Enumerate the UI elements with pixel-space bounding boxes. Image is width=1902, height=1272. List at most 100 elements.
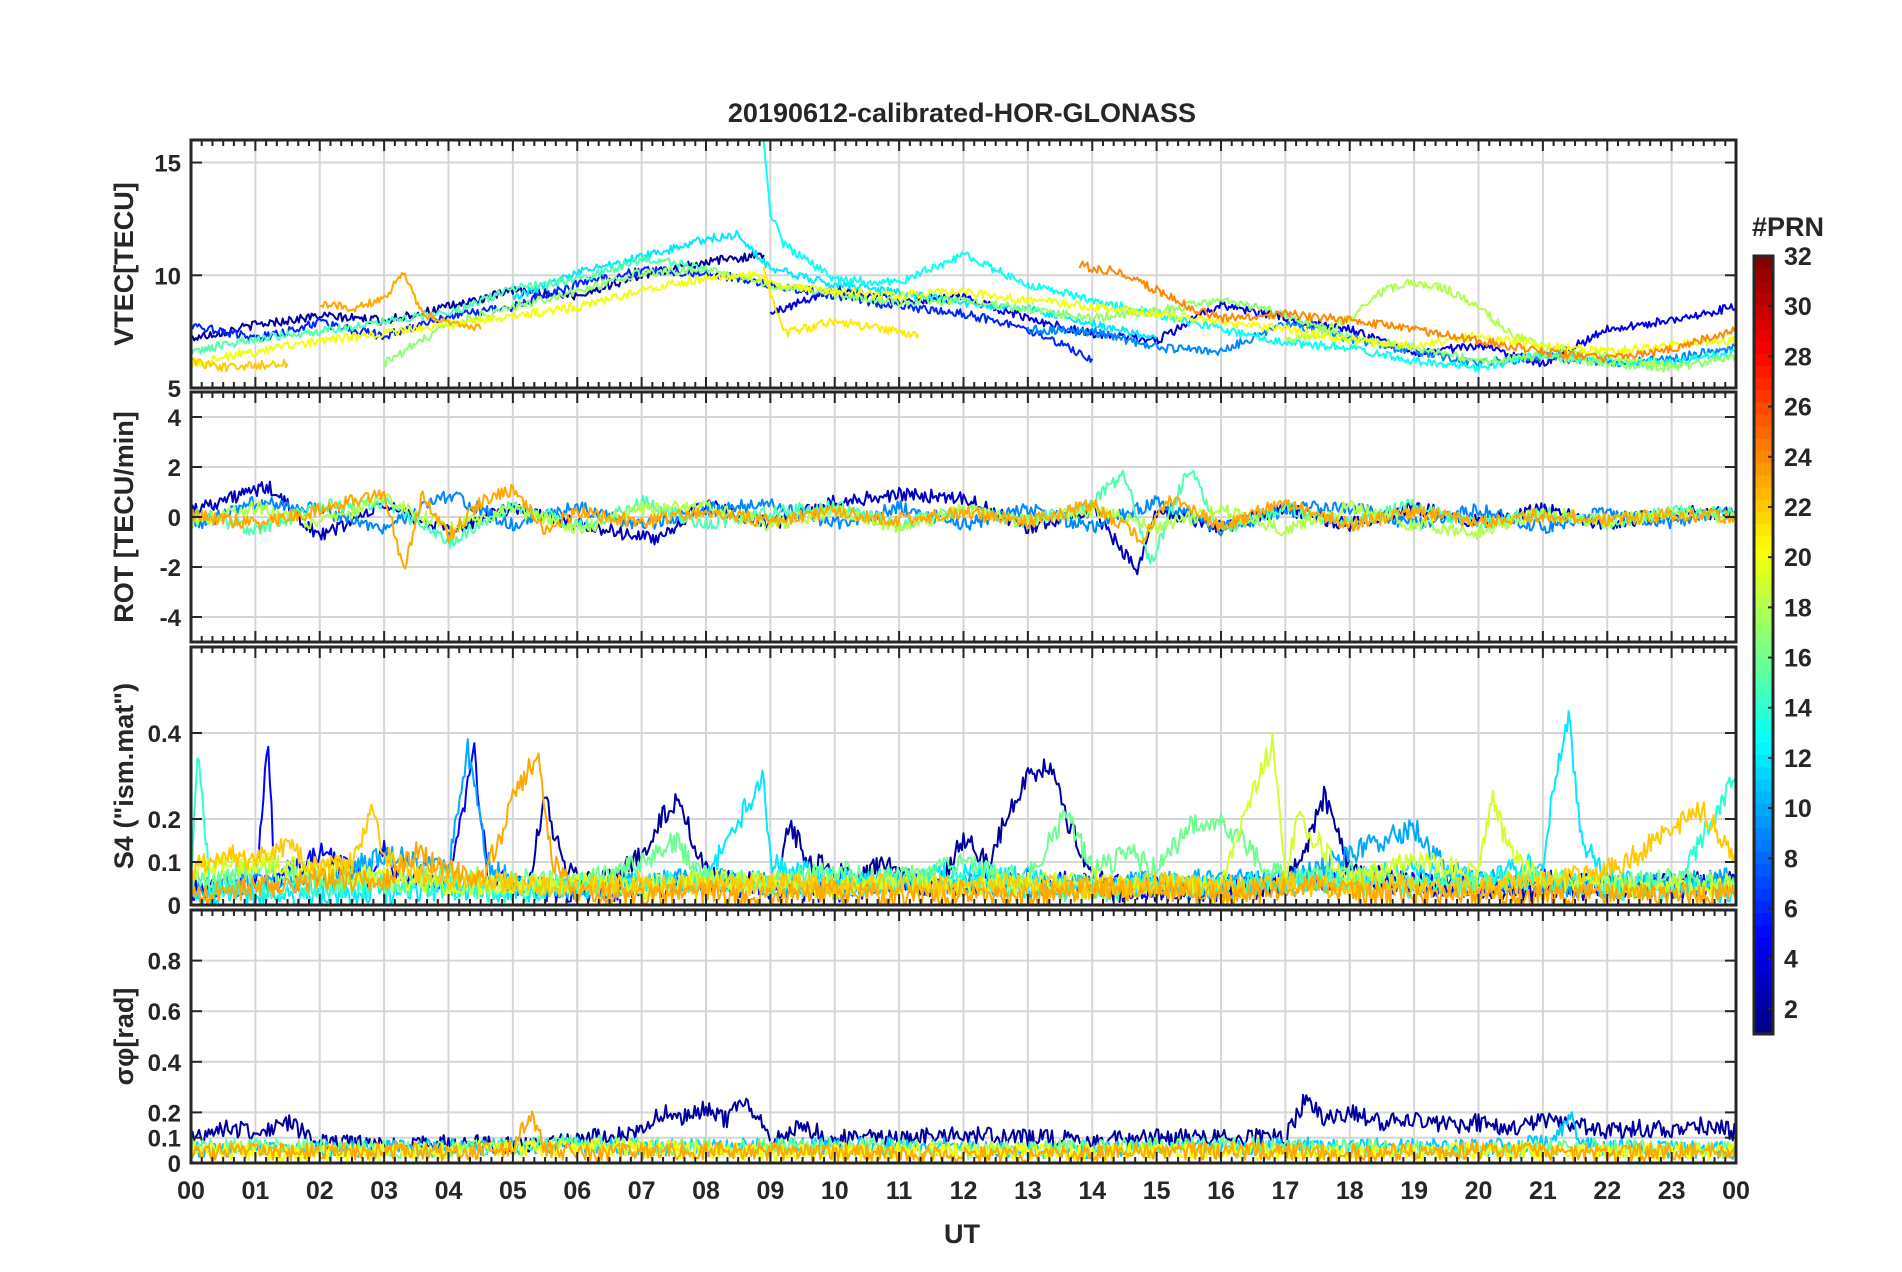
series-group xyxy=(191,141,1736,373)
y-tick-label: -4 xyxy=(160,605,182,632)
colorbar-tick-label: 16 xyxy=(1784,645,1812,673)
x-tick-label: 18 xyxy=(1336,1177,1364,1205)
colorbar-segment xyxy=(1754,547,1773,561)
colorbar-tick-label: 2 xyxy=(1784,996,1798,1024)
colorbar-segment xyxy=(1754,523,1773,537)
y-axis-label: σφ[rad] xyxy=(109,988,139,1086)
y-axis-label: S4 ("ism.mat") xyxy=(109,683,139,869)
colorbar-segment xyxy=(1754,268,1773,281)
colorbar-segment xyxy=(1754,997,1773,1011)
colorbar-segment xyxy=(1754,620,1773,634)
x-tick-label: 03 xyxy=(370,1177,398,1205)
y-tick-label: 0.4 xyxy=(148,721,182,748)
colorbar-tick-label: 22 xyxy=(1784,494,1812,522)
colorbar-segment xyxy=(1754,924,1773,938)
colorbar-segment xyxy=(1754,985,1773,999)
colorbar-segment xyxy=(1754,414,1773,427)
y-tick-label: 15 xyxy=(154,151,181,178)
series-line-prn-22 xyxy=(191,356,289,373)
x-tick-label: 17 xyxy=(1271,1177,1299,1205)
colorbar-segment xyxy=(1754,669,1773,683)
colorbar-segment xyxy=(1754,1021,1773,1035)
y-tick-label: 0 xyxy=(168,505,181,532)
colorbar-segment xyxy=(1754,948,1773,962)
colorbar-tick-label: 12 xyxy=(1784,745,1812,773)
x-tick-label: 02 xyxy=(306,1177,334,1205)
x-tick-label: 04 xyxy=(435,1177,463,1205)
y-tick-label: 0 xyxy=(168,1151,181,1178)
x-tick-label: 07 xyxy=(628,1177,656,1205)
colorbar-segment xyxy=(1754,584,1773,597)
x-tick-label: 11 xyxy=(886,1177,913,1205)
colorbar-tick-label: 4 xyxy=(1784,946,1798,974)
colorbar-segment xyxy=(1754,851,1773,865)
y-tick-label: -2 xyxy=(160,555,181,582)
series-group xyxy=(191,469,1736,576)
panel-vtec: 5 10 15 VTEC[TECU] xyxy=(109,138,1738,403)
colorbar-segment xyxy=(1754,316,1773,330)
colorbar-segment xyxy=(1754,438,1773,452)
series-line-prn-4 xyxy=(769,285,1736,368)
colorbar-tick-label: 6 xyxy=(1784,896,1798,924)
y-tick-label: 0.1 xyxy=(148,850,181,877)
panel-s4: 0 0.1 0.2 0.4 S4 ("ism.mat") xyxy=(109,645,1738,920)
colorbar-segment xyxy=(1754,511,1773,525)
colorbar-tick-label: 8 xyxy=(1784,845,1798,873)
series-line-prn-23 xyxy=(319,272,482,332)
colorbar-segment xyxy=(1754,657,1773,670)
y-tick-label: 0.1 xyxy=(148,1126,181,1153)
colorbar-segment xyxy=(1754,499,1773,512)
colorbar-segment xyxy=(1754,535,1773,549)
x-tick-label: 08 xyxy=(692,1177,720,1205)
colorbar-segment xyxy=(1754,863,1773,877)
colorbar-segment xyxy=(1754,450,1773,464)
y-tick-label: 0.6 xyxy=(148,999,181,1026)
colorbar-tick-label: 24 xyxy=(1784,444,1812,472)
colorbar-segment xyxy=(1754,754,1773,768)
colorbar-segment xyxy=(1754,766,1773,780)
x-tick-label: 09 xyxy=(756,1177,784,1205)
colorbar-segment xyxy=(1754,304,1773,318)
figure-title: 20190612-calibrated-HOR-GLONASS xyxy=(728,98,1196,128)
colorbar-segment xyxy=(1754,875,1773,889)
colorbar-segment xyxy=(1754,973,1773,986)
colorbar-segment xyxy=(1754,693,1773,707)
series-line-prn-9 xyxy=(191,490,1736,537)
panel-rot: -4 -2 0 2 4 ROT [TECU/min] xyxy=(109,390,1738,644)
colorbar-segment xyxy=(1754,730,1773,743)
series-line-prn-23 xyxy=(191,483,1736,570)
colorbar-tick-label: 14 xyxy=(1784,695,1812,723)
x-tick-labels: 00 01 02 03 04 05 06 07 08 09 10 11 12 13 14 15 16 17 18 19… xyxy=(177,1177,1750,1205)
colorbar-segment xyxy=(1754,462,1773,476)
y-tick-label: 0.2 xyxy=(148,1100,181,1127)
x-tick-label: 00 xyxy=(177,1177,205,1205)
colorbar-segment xyxy=(1754,365,1773,379)
colorbar-segment xyxy=(1754,961,1773,974)
series-line-prn-17 xyxy=(383,265,1736,373)
colorbar-frame xyxy=(1752,254,1775,1036)
x-tick-label: 10 xyxy=(821,1177,849,1205)
colorbar-segment xyxy=(1754,815,1773,828)
colorbar-tick-label: 20 xyxy=(1784,544,1812,572)
y-tick-label: 0.2 xyxy=(148,807,181,834)
x-tick-label: 14 xyxy=(1078,1177,1106,1205)
colorbar-segment xyxy=(1754,256,1773,269)
colorbar-segment xyxy=(1754,426,1773,439)
colorbar-segment xyxy=(1754,341,1773,354)
colorbar-segment xyxy=(1754,900,1773,914)
series-line-prn-24 xyxy=(1078,260,1736,363)
colorbar-segment xyxy=(1754,328,1773,342)
y-axis-label: VTEC[TECU] xyxy=(109,182,139,346)
x-tick-label: 00 xyxy=(1722,1177,1750,1205)
series-line-prn-14 xyxy=(191,757,1736,904)
x-tick-label: 05 xyxy=(499,1177,527,1205)
y-tick-label: 0 xyxy=(168,893,181,920)
series-line-prn-18 xyxy=(1284,278,1672,368)
y-tick-label: 10 xyxy=(154,263,181,290)
colorbar-segment xyxy=(1754,936,1773,950)
colorbar-segment xyxy=(1754,280,1773,294)
series-line-prn-23 xyxy=(191,752,1736,905)
y-tick-label: 4 xyxy=(168,405,182,432)
